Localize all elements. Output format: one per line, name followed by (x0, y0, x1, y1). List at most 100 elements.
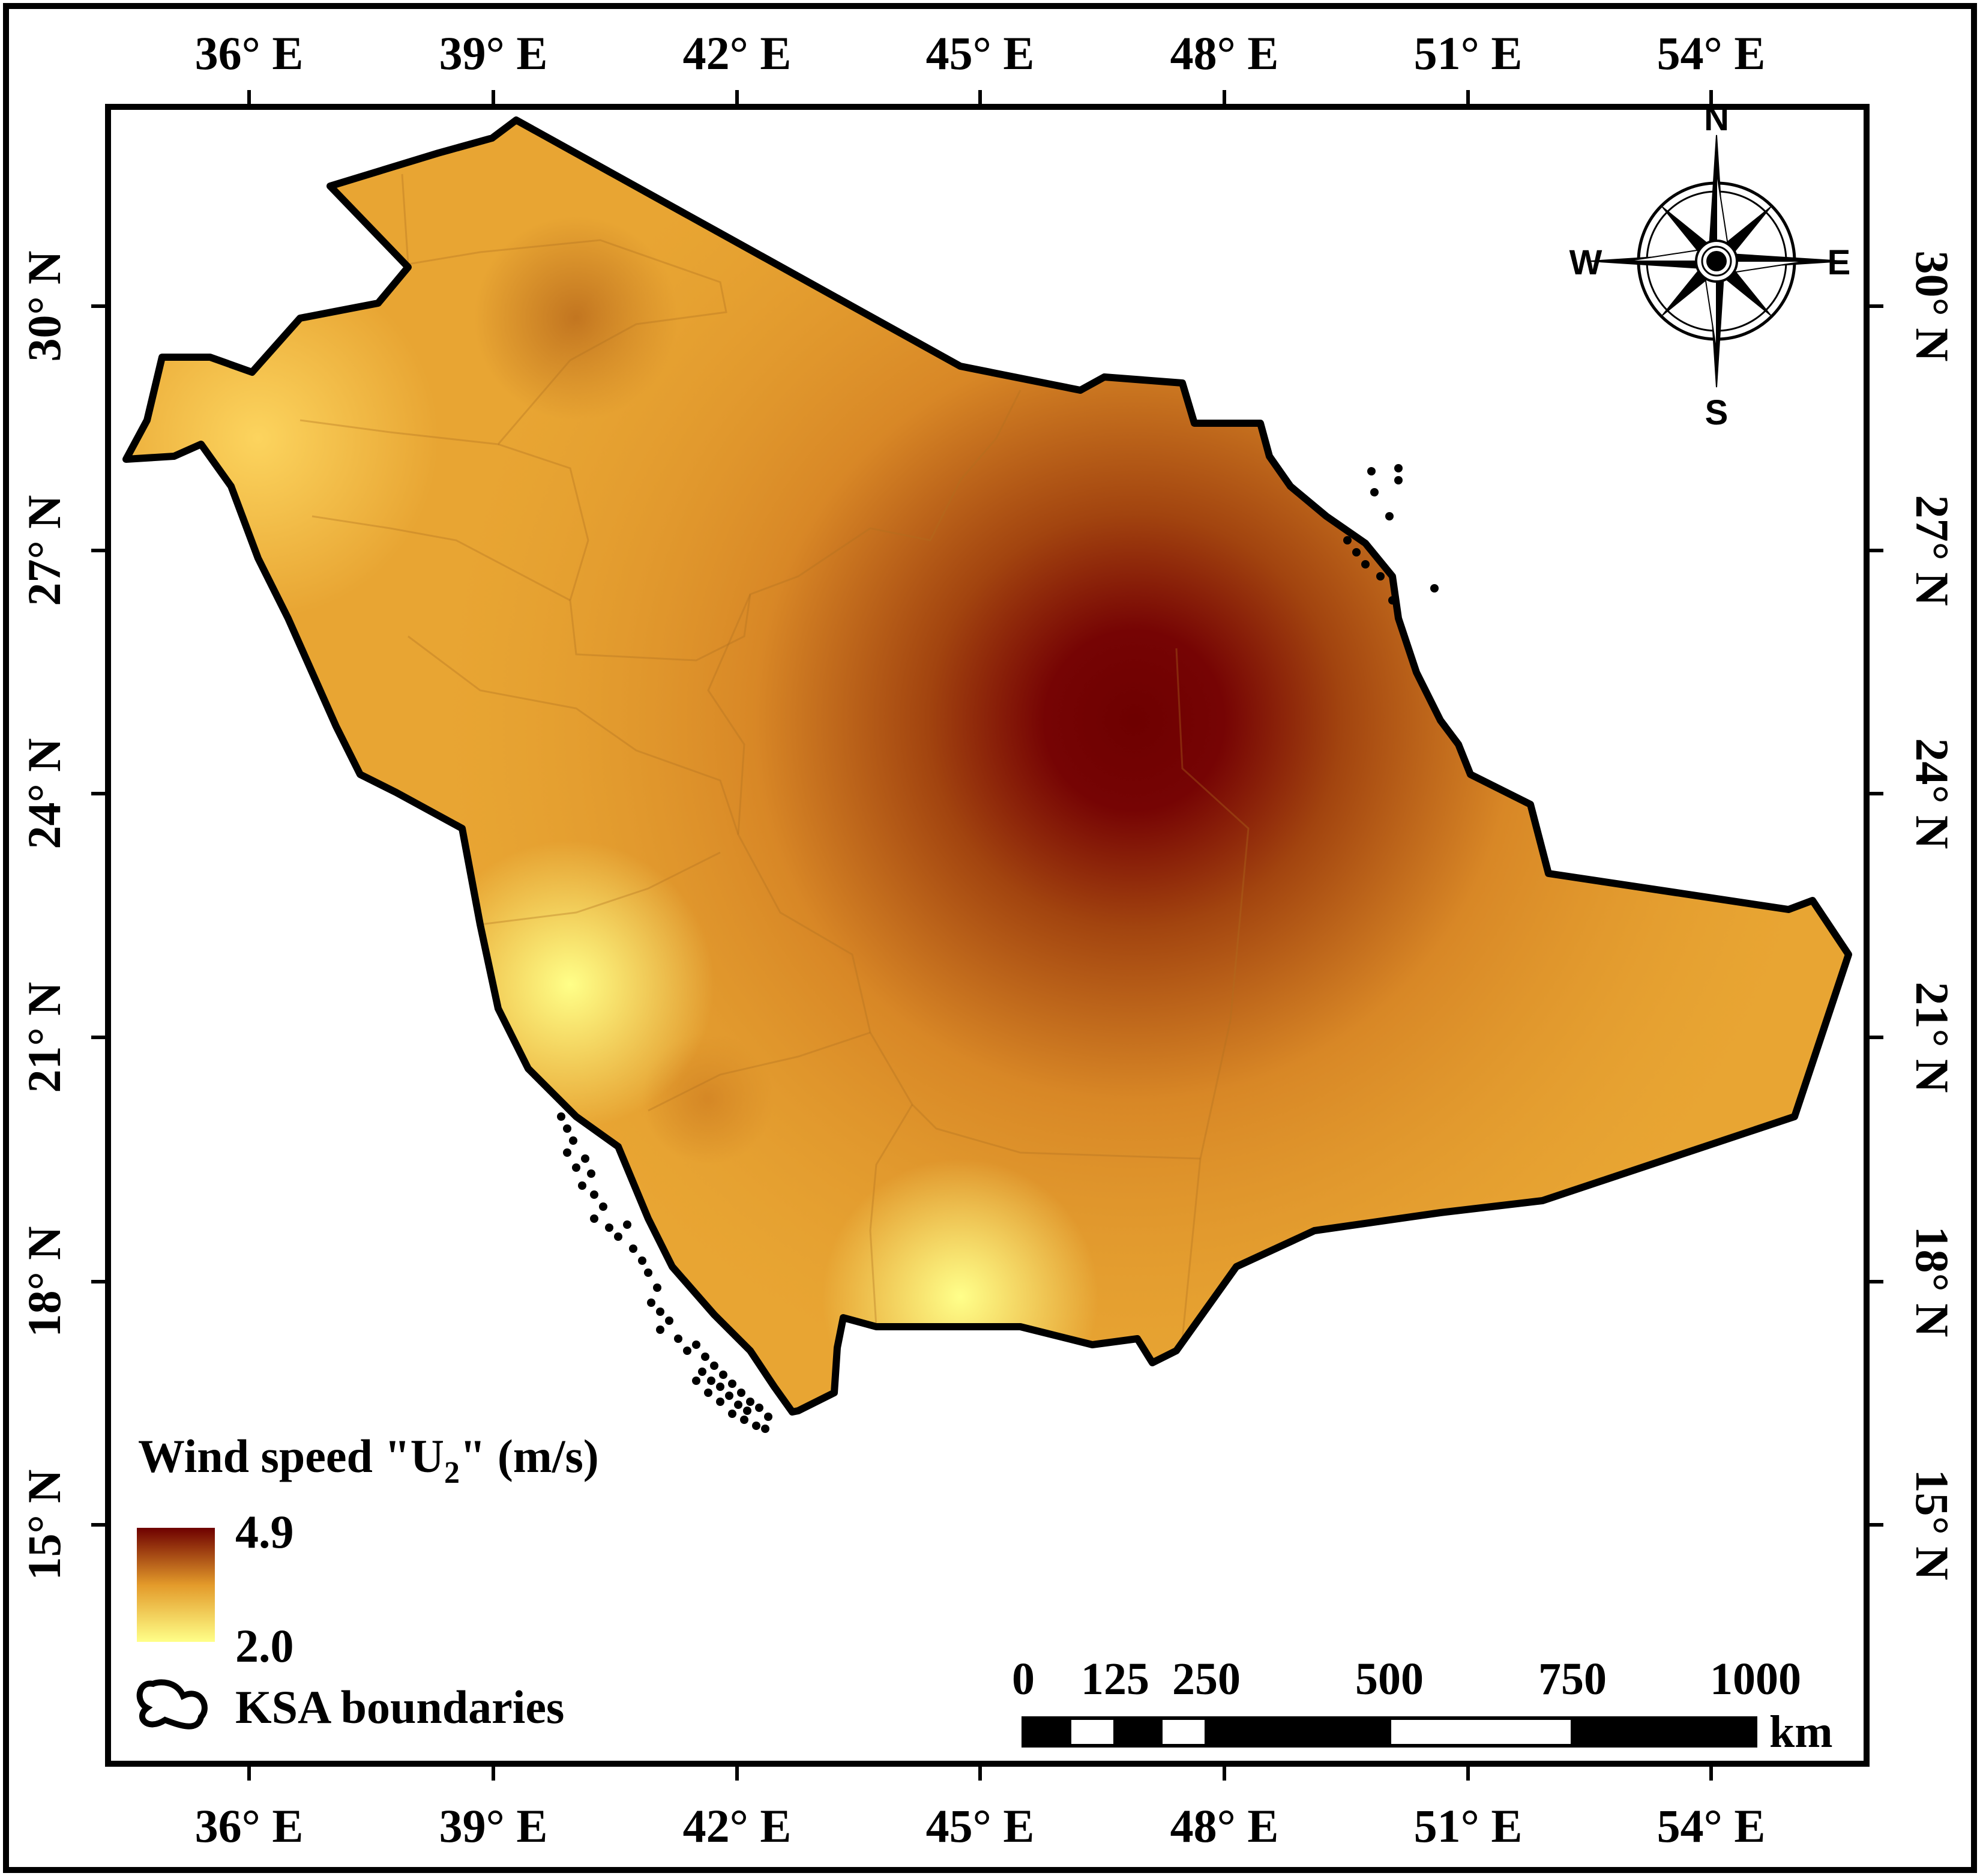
scale-bar: 0 125 250 500 750 1000 km (1012, 1654, 1833, 1757)
legend-colorbar (137, 1528, 215, 1642)
island-dot (1430, 584, 1439, 593)
island-dot (1370, 488, 1379, 496)
y-tick-label: 27° N (1906, 495, 1958, 606)
scale-label: 750 (1538, 1654, 1607, 1704)
island-dot (692, 1341, 700, 1349)
island-dot (692, 1377, 700, 1385)
island-dot (590, 1214, 598, 1223)
island-dot (1343, 536, 1352, 544)
island-dot (755, 1404, 763, 1412)
island-dot (752, 1422, 760, 1430)
scale-unit: km (1769, 1707, 1833, 1757)
y-tick-labels-right: 30° N 27° N 24° N 21° N 18° N 15° N (1906, 250, 1958, 1580)
island-dot (707, 1377, 715, 1385)
x-tick-label: 36° E (195, 27, 304, 79)
island-dot (557, 1112, 565, 1121)
island-dot (656, 1326, 664, 1334)
scale-segment (1068, 1716, 1117, 1748)
y-tick-label: 15° N (1906, 1469, 1958, 1580)
island-dot (644, 1268, 652, 1277)
island-dot (587, 1169, 595, 1178)
island-dot (740, 1416, 748, 1424)
island-dot (737, 1389, 745, 1397)
scale-segment (1571, 1716, 1757, 1748)
island-dot (572, 1163, 580, 1172)
y-tick-label: 24° N (18, 738, 70, 849)
island-dot (734, 1401, 742, 1409)
y-tick-label: 30° N (18, 250, 70, 361)
x-tick-label: 39° E (439, 1800, 548, 1852)
island-dot (623, 1220, 631, 1229)
compass-north-label: N (1704, 99, 1729, 138)
compass-east-label: E (1828, 243, 1851, 282)
island-dot (725, 1392, 733, 1400)
x-tick-label: 48° E (1170, 27, 1279, 79)
island-dot (563, 1124, 571, 1133)
north-arrow-icon: N S E W (1569, 99, 1851, 432)
island-dot (698, 1368, 706, 1376)
y-tick-labels-left: 30° N 27° N 24° N 21° N 18° N 15° N (18, 250, 70, 1580)
island-dot (563, 1148, 571, 1157)
x-tick-label: 39° E (439, 27, 548, 79)
island-dot (764, 1413, 772, 1421)
region-boundaries (299, 173, 1250, 1339)
island-dot (638, 1256, 646, 1265)
x-tick-label: 45° E (926, 1800, 1035, 1852)
outer-frame (3, 3, 1977, 1873)
island-dot (683, 1347, 691, 1355)
legend: Wind speed "U2" (m/s) 4.9 2.0 KSA bounda… (136, 1430, 599, 1733)
island-dot (578, 1181, 586, 1190)
compass-west-label: W (1569, 243, 1602, 282)
island-dot (590, 1190, 598, 1199)
axis-ticks (91, 90, 1883, 1781)
y-tick-label: 30° N (1906, 250, 1958, 361)
scale-label: 0 (1012, 1654, 1035, 1704)
island-dot (728, 1380, 736, 1388)
island-dot (1394, 476, 1403, 484)
x-tick-labels-top: 36° E 39° E 42° E 45° E 48° E 51° E 54° … (195, 27, 1766, 79)
island-dot (701, 1353, 709, 1361)
island-dot (728, 1410, 736, 1418)
island-dot (674, 1335, 682, 1343)
legend-title: Wind speed "U2" (m/s) (138, 1430, 599, 1490)
island-dot (599, 1202, 607, 1211)
x-tick-label: 42° E (683, 1800, 792, 1852)
legend-max-label: 4.9 (235, 1506, 294, 1558)
scale-segment (1113, 1716, 1163, 1748)
coastal-islands (557, 464, 1439, 1433)
x-tick-label: 51° E (1414, 1800, 1523, 1852)
y-tick-label: 21° N (1906, 982, 1958, 1093)
island-dot (710, 1362, 718, 1370)
island-dot (716, 1383, 724, 1391)
x-tick-label: 54° E (1657, 27, 1766, 79)
island-dot (1376, 572, 1385, 581)
island-dot (656, 1307, 664, 1316)
scale-segment (1388, 1716, 1574, 1748)
island-dot (719, 1371, 727, 1379)
x-tick-label: 36° E (195, 1800, 304, 1852)
scale-segment (1159, 1716, 1208, 1748)
y-tick-label: 18° N (18, 1226, 70, 1337)
island-dot (629, 1244, 637, 1253)
island-dot (746, 1398, 754, 1406)
island-dot (581, 1154, 589, 1163)
scale-label: 125 (1081, 1654, 1149, 1704)
y-tick-label: 24° N (1906, 738, 1958, 849)
island-dot (569, 1136, 577, 1145)
island-dot (665, 1317, 673, 1325)
y-tick-label: 21° N (18, 982, 70, 1093)
island-dot (647, 1298, 655, 1307)
island-dot (716, 1398, 724, 1406)
x-tick-label: 51° E (1414, 27, 1523, 79)
x-tick-label: 42° E (683, 27, 792, 79)
x-tick-label: 48° E (1170, 1800, 1279, 1852)
x-tick-labels-bottom: 36° E 39° E 42° E 45° E 48° E 51° E 54° … (195, 1800, 1766, 1852)
island-dot (704, 1389, 712, 1397)
scale-label: 1000 (1710, 1654, 1801, 1704)
island-dot (1394, 464, 1403, 472)
island-dot (761, 1425, 769, 1433)
island-dot (743, 1407, 751, 1415)
island-dot (1367, 467, 1376, 475)
island-dot (1361, 560, 1370, 569)
